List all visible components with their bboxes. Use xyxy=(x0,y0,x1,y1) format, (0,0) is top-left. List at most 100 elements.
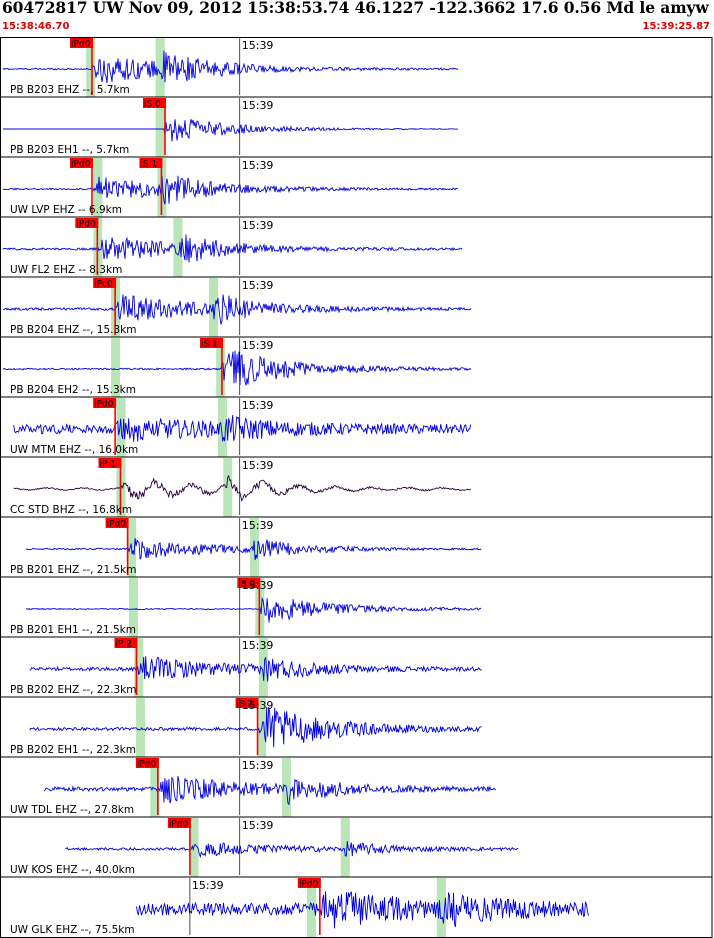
phase-window-band xyxy=(216,338,226,397)
trace-panel[interactable]: iPd0 iS 1 15:39 UW LVP EHZ -- 6.9km xyxy=(0,158,712,218)
pick-flag[interactable] xyxy=(139,158,163,168)
channel-label: PB B203 EH1 --, 5.7km xyxy=(10,144,129,156)
pick-label: iS 1 xyxy=(201,340,218,350)
trace-panel[interactable]: iPd0 15:39 UW FL2 EHZ -- 8.3km xyxy=(0,218,712,278)
waveform xyxy=(65,841,519,859)
trace-panel[interactable]: iPd0 15:39 UW TDL EHZ --, 27.8km xyxy=(0,758,712,818)
pick-flag[interactable] xyxy=(93,398,117,408)
minute-tick-label: 15:39 xyxy=(242,759,274,772)
phase-window-band xyxy=(150,758,160,817)
trace-panel[interactable]: iPc0 15:39 PB B204 EHZ --, 15.3km xyxy=(0,278,712,338)
trace-panel[interactable]: iPd0 15:39 PB B201 EHZ --, 21.5km xyxy=(0,518,712,578)
channel-label: UW LVP EHZ -- 6.9km xyxy=(10,204,122,216)
channel-label: UW MTM EHZ --, 16.0km xyxy=(10,444,138,456)
waveform xyxy=(13,414,472,442)
phase-window-band xyxy=(111,338,121,397)
waveform xyxy=(43,776,497,806)
phase-window-band xyxy=(173,218,183,277)
window-end-time: 15:39:25.87 xyxy=(642,21,710,32)
pick-flag[interactable] xyxy=(70,38,93,48)
channel-label: PB B204 EHZ --, 15.3km xyxy=(10,324,136,336)
waveform xyxy=(2,50,459,84)
channel-label: UW KOS EHZ --, 40.0km xyxy=(10,864,135,876)
window-start-time: 15:38:46.70 xyxy=(2,21,70,32)
pick-flag[interactable] xyxy=(142,98,166,108)
waveform xyxy=(2,350,472,386)
pick-flag[interactable] xyxy=(199,338,223,348)
waveform xyxy=(2,234,463,263)
phase-window-band xyxy=(128,578,138,637)
phase-window-band xyxy=(155,98,165,157)
trace-panel[interactable]: iPd0 15:39 UW MTM EHZ --, 16.0km xyxy=(0,398,712,458)
trace-panel[interactable]: iPd0 15:39 UW KOS EHZ --, 40.0km xyxy=(0,818,712,878)
event-summary-title: 60472817 UW Nov 09, 2012 15:38:53.74 46.… xyxy=(2,0,714,17)
phase-window-band xyxy=(136,698,146,757)
pick-label: iPd0 xyxy=(169,820,189,830)
minute-tick-label: 15:39 xyxy=(242,819,274,832)
pick-label: iPd0 xyxy=(107,520,127,530)
plot-frame xyxy=(0,37,713,938)
waveform xyxy=(2,175,459,205)
pick-flag[interactable] xyxy=(114,638,138,648)
pick-flag[interactable] xyxy=(167,818,191,828)
phase-window-band xyxy=(223,458,233,517)
minute-tick-label: 15:39 xyxy=(242,519,274,532)
channel-label: PB B201 EHZ --, 21.5km xyxy=(10,564,136,576)
pick-label: iPd0 xyxy=(137,760,157,770)
channel-label: PB B201 EH1 --, 21.5km xyxy=(10,624,136,636)
pick-label: iP 1 xyxy=(99,460,116,470)
phase-window-band xyxy=(86,38,96,97)
waveform xyxy=(136,891,589,929)
phase-window-band xyxy=(217,398,227,457)
phase-window-band xyxy=(436,878,446,937)
trace-panel[interactable]: iPd0 15:39 PB B203 EHZ --, 5.7km xyxy=(0,38,712,98)
pick-label: iS 1 xyxy=(140,160,157,170)
channel-label: CC STD BHZ --, 16.8km xyxy=(10,504,132,516)
channel-label: PB B204 EH2 --, 15.3km xyxy=(10,384,136,396)
minute-tick-label: 15:39 xyxy=(242,399,274,412)
pick-flag[interactable] xyxy=(105,518,129,528)
minute-tick-label: 15:39 xyxy=(242,639,274,652)
pick-flag[interactable] xyxy=(237,578,261,588)
trace-panel[interactable]: iS 0 15:39 PB B203 EH1 --, 5.7km xyxy=(0,98,712,158)
pick-label: iPd0 xyxy=(71,40,91,50)
minute-tick-label: 15:39 xyxy=(242,159,274,172)
waveform xyxy=(26,596,482,623)
minute-tick-label: 15:39 xyxy=(242,279,274,292)
trace-panel[interactable]: iP 2 15:39 PB B202 EHZ --, 22.3km xyxy=(0,638,712,698)
channel-label: PB B202 EHZ --, 22.3km xyxy=(10,684,136,696)
pick-label: iS 0 xyxy=(238,580,255,590)
channel-label: PB B202 EH1 --, 22.3km xyxy=(10,744,136,756)
pick-flag[interactable] xyxy=(297,878,321,888)
minute-tick-label: 15:39 xyxy=(192,879,224,892)
channel-label: UW TDL EHZ --, 27.8km xyxy=(10,804,134,816)
waveform xyxy=(25,538,482,561)
phase-window-band xyxy=(306,878,316,937)
pick-label: iP 2 xyxy=(116,640,133,650)
minute-tick-label: 15:39 xyxy=(242,39,274,52)
pick-flag[interactable] xyxy=(70,158,93,168)
pick-flag[interactable] xyxy=(93,278,117,288)
phase-window-band xyxy=(340,818,350,877)
waveform xyxy=(29,706,482,748)
pick-flag[interactable] xyxy=(135,758,159,768)
waveform xyxy=(13,474,472,502)
phase-window-band xyxy=(134,638,144,697)
pick-flag[interactable] xyxy=(235,698,259,708)
trace-panel[interactable]: iS 1 15:39 PB B204 EH2 --, 15.3km xyxy=(0,338,712,398)
waveform xyxy=(3,294,472,325)
phase-window-band xyxy=(155,38,165,97)
waveform xyxy=(3,119,458,142)
trace-panel[interactable]: iS 015:39 PB B201 EH1 --, 21.5km xyxy=(0,578,712,638)
trace-panel[interactable]: iS 215:39 PB B202 EH1 --, 22.3km xyxy=(0,698,712,758)
pick-flag[interactable] xyxy=(98,458,122,468)
channel-label: UW FL2 EHZ -- 8.3km xyxy=(10,264,122,276)
trace-panel[interactable]: iP 1 15:39 CC STD BHZ --, 16.8km xyxy=(0,458,712,518)
minute-tick-label: 15:39 xyxy=(242,579,274,592)
pick-flag[interactable] xyxy=(75,218,99,228)
pick-label: iPd0 xyxy=(94,400,114,410)
minute-tick-label: 15:39 xyxy=(242,99,274,112)
minute-tick-label: 15:39 xyxy=(242,699,274,712)
trace-panel[interactable]: iPd0 15:39 UW GLK EHZ --, 75.5km xyxy=(10,878,589,937)
